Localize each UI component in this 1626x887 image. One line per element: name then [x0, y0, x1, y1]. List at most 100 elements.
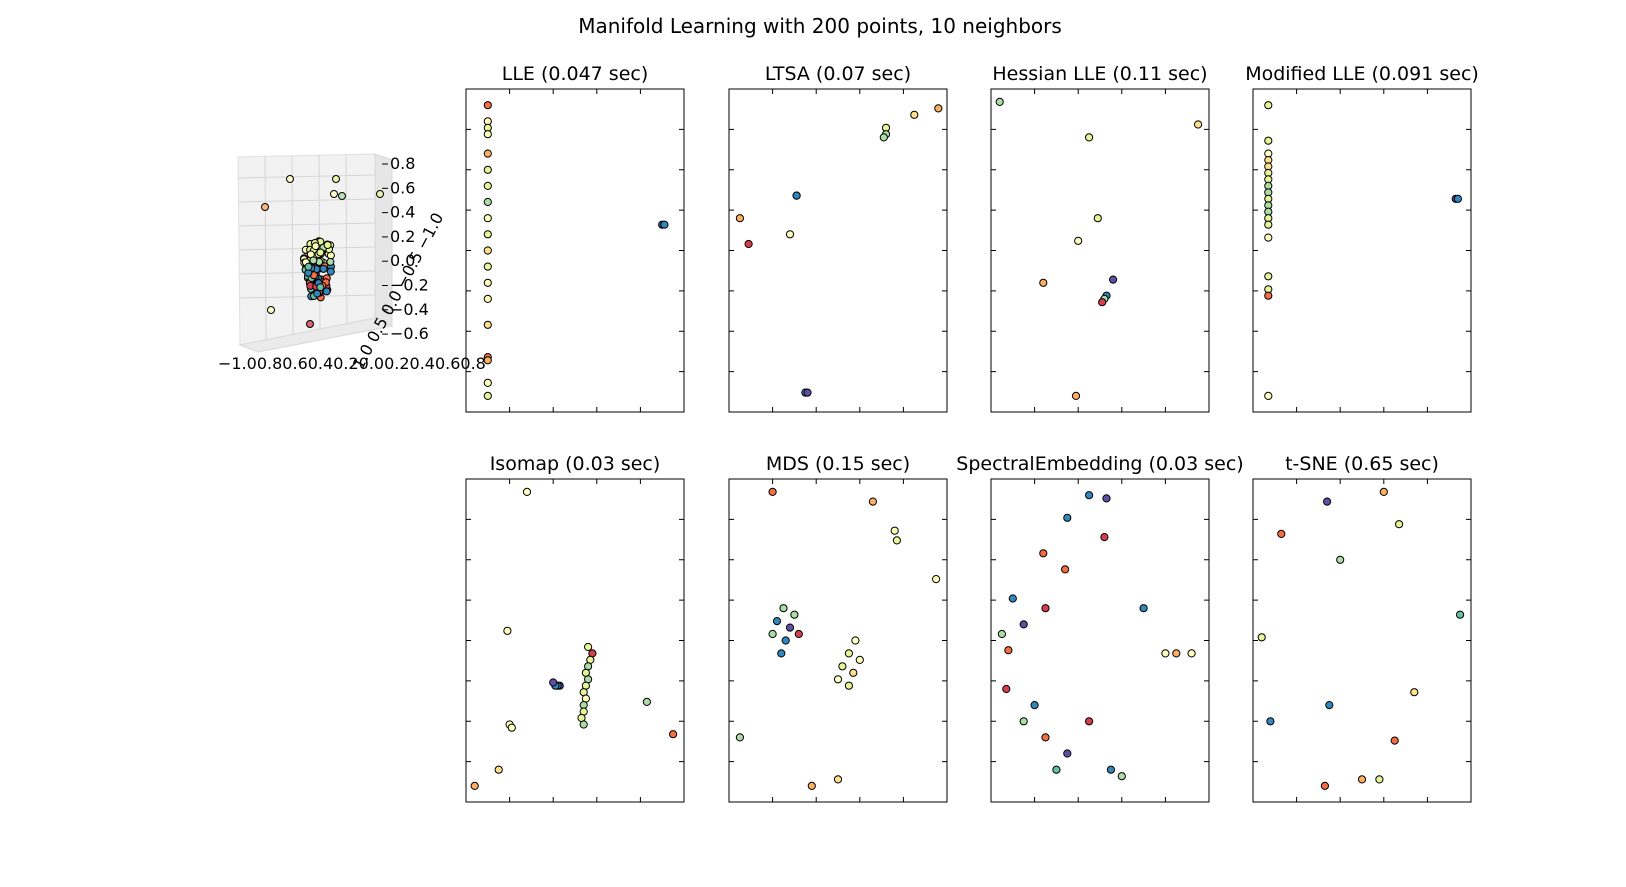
- data-point: [772, 617, 782, 626]
- data-point: [779, 604, 788, 613]
- data-point: [1161, 649, 1170, 658]
- data-point: [1357, 775, 1367, 784]
- data-point: [1277, 529, 1286, 539]
- 3d-point: [316, 248, 325, 257]
- data-point: [1019, 620, 1028, 629]
- 3d-point: [319, 264, 328, 273]
- data-point: [1100, 533, 1109, 542]
- subplot-8: t-SNE (0.65 sec): [1252, 453, 1472, 803]
- subplot-title: t-SNE (0.65 sec): [1285, 453, 1439, 475]
- data-point: [1456, 610, 1465, 619]
- subplot-ticks: [466, 479, 684, 802]
- z-tick-label: 0.2: [390, 227, 415, 246]
- data-point: [507, 723, 516, 732]
- data-points: [735, 104, 943, 397]
- subplot-frame: [465, 88, 685, 413]
- data-point: [494, 765, 503, 774]
- subplot-title: MDS (0.15 sec): [766, 453, 910, 475]
- data-point: [1039, 278, 1048, 287]
- data-point: [868, 497, 878, 506]
- data-point: [1375, 775, 1384, 784]
- data-point: [642, 697, 652, 707]
- data-point: [483, 320, 492, 329]
- data-point: [844, 649, 854, 658]
- z-tick-label: −0.6: [390, 324, 429, 343]
- subplot-ticks: [466, 89, 684, 412]
- data-point: [483, 378, 492, 387]
- data-point: [1039, 549, 1048, 558]
- subplot-ticks: [729, 479, 947, 802]
- data-point: [1336, 555, 1345, 564]
- data-points: [470, 487, 678, 791]
- data-point: [879, 133, 888, 142]
- subplot-title: SpectralEmbedding (0.03 sec): [956, 453, 1243, 475]
- data-points: [995, 97, 1203, 400]
- data-point: [1395, 520, 1404, 529]
- data-point: [584, 642, 593, 652]
- data-point: [483, 197, 492, 207]
- data-point: [807, 781, 816, 791]
- data-points: [1257, 487, 1465, 791]
- data-point: [1453, 194, 1463, 203]
- 3d-point: [323, 241, 332, 249]
- z-tick-label: 0.6: [390, 178, 415, 197]
- data-point: [1085, 717, 1094, 726]
- 3d-points: [261, 175, 384, 328]
- data-point: [890, 526, 899, 535]
- data-point: [1264, 220, 1273, 229]
- data-point: [1264, 291, 1273, 300]
- 3d-point: [261, 203, 269, 211]
- data-point: [735, 733, 745, 742]
- data-point: [1063, 749, 1072, 758]
- subplot-frame: [728, 88, 948, 413]
- data-point: [483, 246, 492, 255]
- data-point: [1063, 513, 1072, 522]
- subplot-title: Hessian LLE (0.11 sec): [992, 63, 1207, 85]
- 3d-point: [322, 287, 331, 296]
- data-point: [1085, 133, 1094, 142]
- data-point: [1264, 272, 1273, 281]
- data-point: [995, 97, 1004, 107]
- 3d-point: [330, 190, 338, 198]
- 3d-point: [313, 289, 322, 298]
- data-point: [768, 487, 777, 496]
- data-point: [1139, 604, 1148, 613]
- data-point: [503, 626, 512, 635]
- subplot-frame: [1252, 88, 1472, 413]
- data-point: [794, 629, 803, 639]
- z-tick-label: −0.2: [390, 276, 429, 295]
- data-point: [1071, 391, 1081, 400]
- 3d-point: [326, 257, 335, 266]
- 3d-scatter-plot: 0.8 0.6 0.4 0.2 0.0 −0.2 −0.4 −0.6 −1.00.80.60.…: [218, 153, 486, 373]
- 3d-point: [332, 175, 340, 183]
- data-point: [1320, 781, 1330, 791]
- data-point: [483, 262, 492, 271]
- data-point: [735, 214, 745, 223]
- data-point: [1172, 649, 1181, 658]
- data-point: [1004, 646, 1013, 655]
- data-point: [1264, 101, 1273, 110]
- data-point: [851, 636, 860, 645]
- z-tick-label: −0.4: [390, 300, 429, 319]
- data-point: [781, 636, 790, 645]
- 3d-z-axis-ticks: 0.8 0.6 0.4 0.2 0.0 −0.2 −0.4 −0.6: [382, 154, 429, 343]
- data-point: [483, 294, 492, 303]
- embedding-subplots: LLE (0.047 sec) LTSA (0.07 sec) Hessian LL…: [465, 63, 1479, 803]
- subplot-ticks: [729, 89, 947, 412]
- data-point: [997, 629, 1007, 639]
- subplot-1: LLE (0.047 sec): [465, 63, 685, 413]
- data-point: [1030, 701, 1039, 710]
- data-point: [1052, 765, 1061, 774]
- data-point: [483, 278, 492, 287]
- data-point: [910, 110, 919, 119]
- data-point: [1008, 594, 1017, 603]
- data-point: [768, 629, 777, 639]
- 3d-x-axis-ticklabels: −1.00.80.60.40.20.00.20.40.60.8: [218, 354, 486, 373]
- 3d-point: [286, 175, 294, 183]
- data-point: [785, 623, 795, 632]
- data-point: [1093, 214, 1102, 223]
- subplot-title: Isomap (0.03 sec): [490, 453, 661, 475]
- subplot-ticks: [1253, 479, 1471, 802]
- data-point: [1098, 298, 1107, 307]
